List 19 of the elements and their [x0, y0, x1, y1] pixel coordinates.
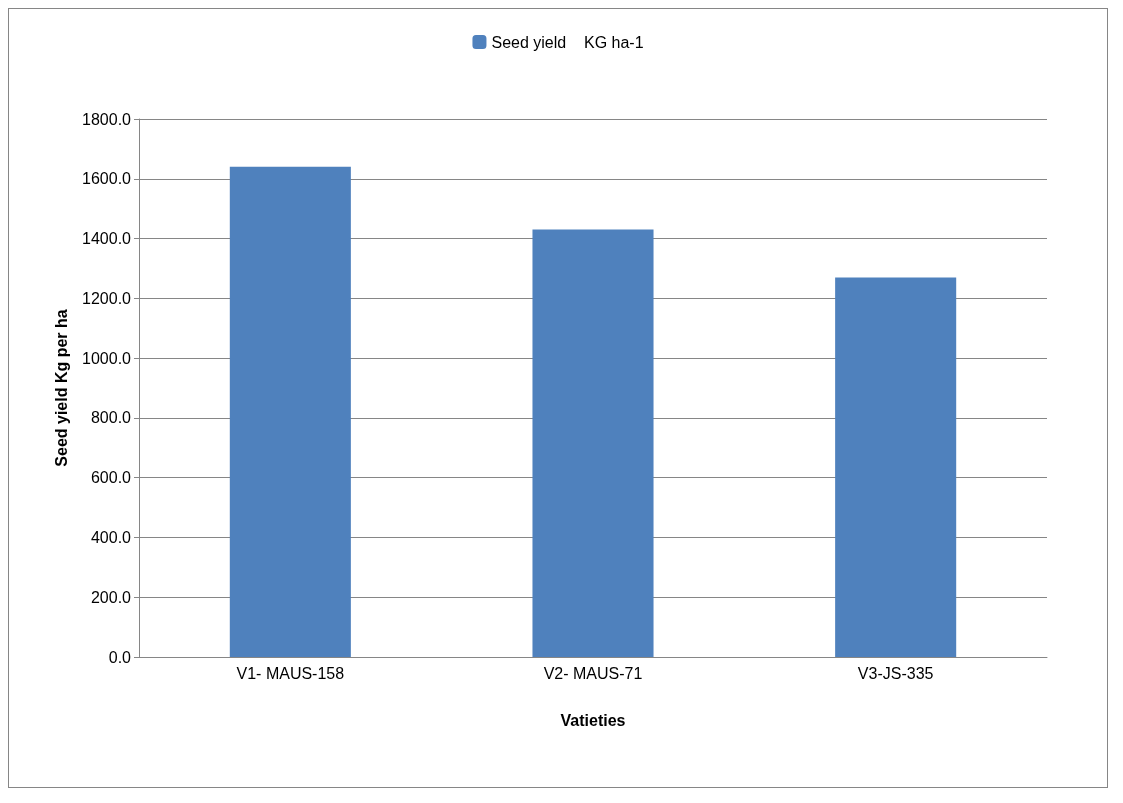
y-tick-label: 1600.0 — [82, 170, 132, 188]
y-axis-title: Seed yield Kg per ha — [52, 309, 70, 467]
x-tick-label: V2- MAUS-71 — [543, 664, 643, 682]
y-tick-label: 400.0 — [90, 528, 132, 546]
y-tick-label: 0.0 — [108, 648, 132, 666]
bar — [532, 229, 654, 657]
y-tick-label: 1200.0 — [82, 289, 132, 307]
x-axis-title: Vatieties — [560, 711, 626, 729]
legend-label: Seed yield KG ha-1 — [491, 33, 644, 51]
bar — [229, 166, 351, 657]
y-tick-label: 200.0 — [90, 588, 132, 606]
y-tick-label: 1000.0 — [82, 349, 132, 367]
bar — [835, 277, 957, 657]
x-tick-label: V1- MAUS-158 — [236, 664, 345, 682]
y-tick-label: 800.0 — [90, 409, 132, 427]
y-tick-label: 600.0 — [90, 469, 132, 487]
y-tick-label: 1800.0 — [82, 110, 132, 128]
x-tick-label: V3-JS-335 — [857, 664, 934, 682]
y-tick-label: 1400.0 — [82, 230, 132, 248]
